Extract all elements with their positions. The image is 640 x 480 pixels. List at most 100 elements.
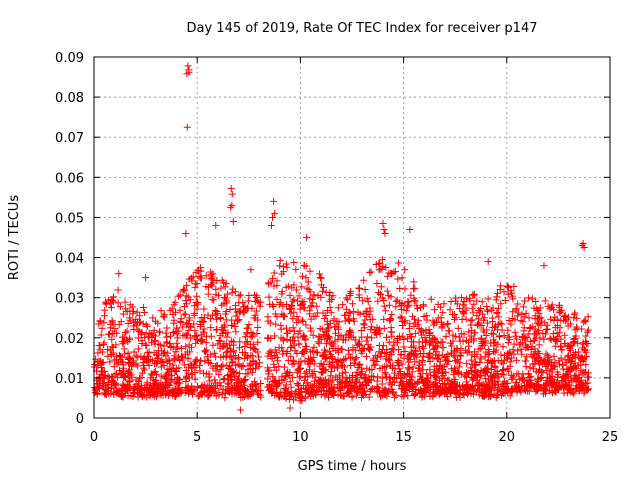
data-point	[571, 326, 579, 334]
data-point	[568, 355, 576, 363]
data-point	[192, 339, 200, 347]
y-tick-label: 0.05	[55, 211, 84, 226]
data-point	[561, 311, 569, 319]
data-point	[95, 320, 103, 328]
data-point	[386, 373, 394, 381]
data-point	[219, 352, 227, 360]
data-point	[394, 275, 402, 283]
data-point	[325, 393, 333, 401]
data-point	[446, 306, 454, 314]
data-point	[254, 390, 262, 398]
data-point	[316, 333, 324, 341]
data-point	[543, 321, 551, 329]
data-point	[335, 371, 343, 379]
data-point	[575, 378, 583, 386]
data-point	[519, 303, 527, 311]
data-point	[156, 341, 164, 349]
data-point	[256, 302, 264, 310]
data-point	[252, 381, 260, 389]
data-point	[524, 387, 532, 395]
data-point	[251, 311, 259, 319]
data-point	[274, 357, 282, 365]
data-point	[132, 352, 140, 360]
data-point	[395, 382, 403, 390]
data-point	[382, 355, 390, 363]
data-point	[101, 385, 109, 393]
data-point	[565, 386, 573, 394]
data-point	[225, 371, 233, 379]
data-point	[400, 343, 408, 351]
data-point	[382, 370, 390, 378]
data-point	[202, 272, 210, 280]
data-point	[384, 272, 392, 280]
data-point	[378, 380, 386, 388]
data-point	[194, 392, 202, 400]
data-point	[301, 369, 309, 377]
data-point	[206, 377, 214, 385]
data-point	[320, 330, 328, 338]
data-point	[367, 386, 375, 394]
data-point	[429, 380, 437, 388]
data-point	[170, 329, 178, 337]
data-point	[487, 372, 495, 380]
data-point	[294, 333, 302, 341]
data-point	[368, 334, 376, 342]
data-point	[331, 337, 339, 345]
data-point	[495, 313, 503, 321]
data-point	[212, 392, 220, 400]
data-point	[564, 351, 572, 359]
data-point	[434, 314, 442, 322]
data-point	[223, 344, 231, 352]
data-point	[194, 300, 202, 308]
data-point	[539, 390, 547, 398]
data-point	[288, 336, 296, 344]
data-point	[323, 327, 331, 335]
data-point	[491, 322, 499, 330]
data-point	[378, 349, 386, 357]
y-tick-label: 0	[76, 412, 84, 427]
data-point	[134, 318, 142, 326]
data-point	[345, 350, 353, 358]
data-point	[421, 338, 429, 346]
data-point	[532, 385, 540, 393]
data-point	[243, 324, 251, 332]
data-point	[494, 381, 502, 389]
data-point	[553, 315, 561, 323]
data-point	[162, 371, 170, 379]
data-point	[285, 282, 293, 290]
data-point	[91, 389, 99, 397]
data-point	[173, 379, 181, 387]
data-point	[346, 331, 354, 339]
data-point	[200, 305, 208, 313]
data-point	[504, 290, 512, 298]
data-point	[153, 371, 161, 379]
data-point	[283, 349, 291, 357]
data-point	[309, 347, 317, 355]
data-point	[484, 356, 492, 364]
data-point	[221, 323, 229, 331]
data-point	[506, 358, 514, 366]
data-point	[496, 319, 504, 327]
data-point	[440, 300, 448, 308]
data-point	[121, 374, 129, 382]
data-point	[207, 332, 215, 340]
data-point	[101, 298, 109, 306]
data-point	[280, 363, 288, 371]
data-point	[314, 379, 322, 387]
data-point	[582, 380, 590, 388]
data-point	[221, 293, 229, 301]
data-point	[406, 320, 414, 328]
data-point	[390, 268, 398, 276]
data-point	[563, 359, 571, 367]
data-point	[108, 350, 116, 358]
data-point	[278, 270, 286, 278]
data-point	[476, 372, 484, 380]
data-point	[181, 331, 189, 339]
data-point	[452, 393, 460, 401]
data-point	[566, 343, 574, 351]
data-point	[338, 346, 346, 354]
data-point	[415, 364, 423, 372]
data-point	[305, 286, 313, 294]
data-point	[193, 382, 201, 390]
data-point	[106, 358, 114, 366]
